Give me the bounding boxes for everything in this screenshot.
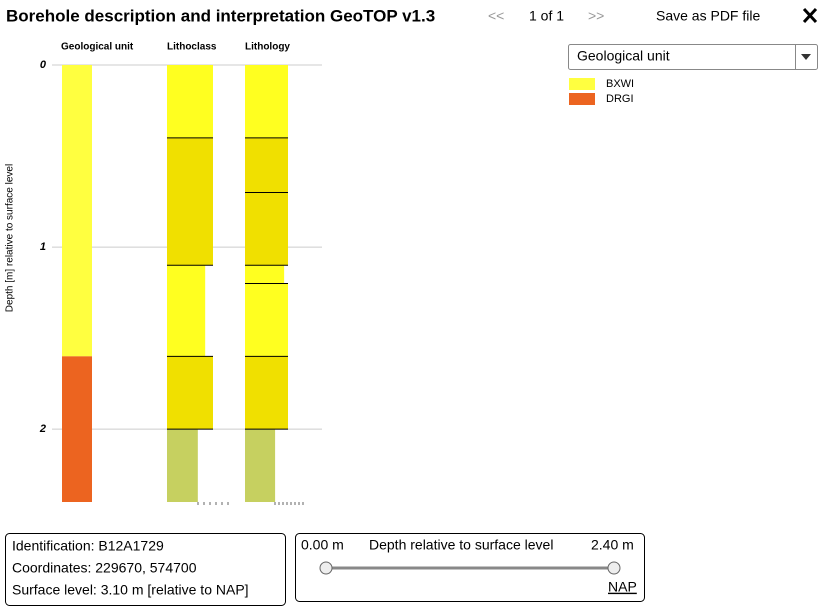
dropdown-label: Geological unit bbox=[577, 48, 670, 64]
title: Borehole description and interpretation … bbox=[6, 6, 435, 25]
segment bbox=[62, 65, 92, 357]
y-tick-label: 0 bbox=[40, 59, 47, 71]
slider-handle[interactable] bbox=[607, 561, 621, 575]
info-id: Identification: B12A1729 bbox=[12, 538, 164, 554]
page-indicator: 1 of 1 bbox=[529, 8, 564, 24]
y-tick-label: 1 bbox=[40, 241, 46, 253]
segment bbox=[167, 265, 206, 357]
slider-min: 0.00 m bbox=[301, 537, 344, 553]
nap-link[interactable]: NAP bbox=[608, 579, 637, 595]
legend-swatch bbox=[569, 78, 595, 90]
segment bbox=[167, 65, 213, 138]
prev-button[interactable]: << bbox=[488, 8, 504, 24]
segment bbox=[245, 137, 288, 193]
info-surface: Surface level: 3.10 m [relative to NAP] bbox=[12, 582, 249, 598]
dropdown-arrow[interactable] bbox=[801, 54, 811, 60]
info-coords: Coordinates: 229670, 574700 bbox=[12, 560, 197, 576]
column-header: Lithology bbox=[245, 42, 290, 53]
segment bbox=[167, 137, 213, 266]
segment bbox=[167, 356, 213, 430]
segment bbox=[245, 65, 288, 138]
column-header: Lithoclass bbox=[167, 42, 217, 53]
legend-label: DRGI bbox=[606, 93, 634, 105]
dropdown[interactable] bbox=[568, 44, 818, 70]
segment bbox=[245, 429, 276, 502]
close-button[interactable] bbox=[802, 7, 818, 24]
y-tick-label: 2 bbox=[39, 423, 46, 435]
y-axis-label: Depth [m] relative to surface level bbox=[5, 164, 16, 312]
save-pdf[interactable]: Save as PDF file bbox=[656, 8, 760, 24]
column-header: Geological unit bbox=[61, 42, 134, 53]
legend-label: BXWI bbox=[606, 78, 634, 90]
segment bbox=[245, 283, 288, 357]
slider-max: 2.40 m bbox=[591, 537, 634, 553]
legend-swatch bbox=[569, 93, 595, 105]
slider-title: Depth relative to surface level bbox=[369, 537, 553, 553]
slider-handle[interactable] bbox=[319, 561, 333, 575]
info-box bbox=[5, 533, 286, 606]
segment bbox=[245, 192, 288, 266]
segment bbox=[167, 429, 198, 502]
segment bbox=[62, 356, 92, 502]
segment bbox=[245, 356, 288, 430]
scale-ticks bbox=[197, 502, 304, 505]
next-button[interactable]: >> bbox=[588, 8, 604, 24]
segment bbox=[245, 265, 285, 284]
